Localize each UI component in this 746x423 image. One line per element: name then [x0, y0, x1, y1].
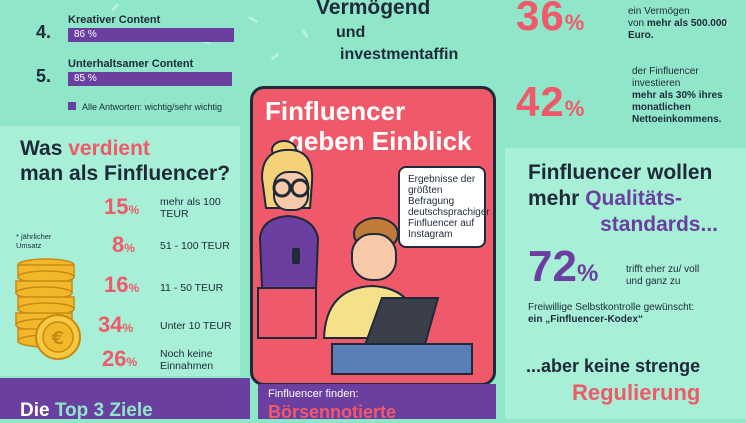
earn-label: 11 - 50 TEUR [160, 282, 224, 294]
earn-percent: 26% [102, 346, 138, 371]
bottom-left-panel [0, 378, 250, 419]
finfluencer-illustration [257, 140, 473, 375]
rank-bar: 85 % [68, 72, 232, 86]
self-control-text: Freiwillige Selbstkontrolle gewünscht: [528, 302, 695, 313]
rank-number: 4. [36, 22, 52, 42]
card-footer [258, 384, 496, 419]
confetti [247, 15, 259, 24]
kodex-text: ein „Finfluencer-Kodex“ [528, 314, 644, 325]
top-goals-heading: Die Top 3 Ziele [20, 400, 153, 421]
quality-percent-text: trifft eher zu/ voll und ganz zu [626, 264, 700, 287]
legend-swatch [68, 102, 76, 110]
survey-bubble: Ergebnisse der größten Befragung deutsch… [398, 166, 490, 248]
quality-percent: 72% [528, 242, 599, 291]
legend-text: Alle Antworten: wichtig/sehr wichtig [82, 102, 223, 112]
wealth-stat2-percent: 42% [516, 78, 586, 125]
man-figure [322, 217, 473, 375]
woman-figure [257, 140, 320, 339]
wealth-stat1-text: ein Vermögen von mehr als 500.000 Euro. [628, 6, 727, 41]
earn-percent: 34% [98, 312, 134, 337]
no-regulation-line1: ...aber keine strenge [526, 356, 701, 376]
rank-label: Unterhaltsamer Content [68, 58, 194, 70]
earn-percent: 8% [112, 232, 135, 257]
earn-percent: 15% [104, 194, 140, 219]
ranking-legend: Alle Antworten: wichtig/sehr wichtig [68, 102, 222, 112]
quality-title: Finfluencer wollen mehr Qualitäts- stand… [528, 161, 718, 236]
earn-label: Noch keine Einnahmen [160, 348, 214, 372]
rank-number: 5. [36, 66, 52, 86]
card-title-line1: Finfluencer [265, 96, 406, 126]
rank-bar: 86 % [68, 28, 234, 42]
wealth-title: Vermögend und investmentaffin [316, 0, 459, 63]
confetti [270, 52, 280, 61]
wealth-stat2-text: der Finfluencer investieren mehr als 30%… [632, 66, 723, 125]
card-footer-line1: Finfluencer finden: [268, 388, 359, 400]
coin-stack-icon: € [15, 258, 81, 360]
confetti [301, 28, 309, 39]
no-regulation-line2: Regulierung [572, 380, 701, 405]
card-title-line2: geben Einblick [288, 126, 472, 156]
rank-label: Kreativer Content [68, 14, 161, 26]
revenue-note: * jährlicher Umsatz [16, 232, 52, 250]
earn-label: 51 - 100 TEUR [160, 240, 230, 252]
earn-title: Was verdient man als Finfluencer? [20, 137, 231, 185]
card-footer-line2: Börsennotierte [268, 402, 397, 422]
top-left-panel [0, 0, 240, 128]
earn-label: Unter 10 TEUR [160, 320, 232, 332]
wealth-stat1-percent: 36% [516, 0, 586, 39]
earn-label: mehr als 100 TEUR [160, 196, 221, 220]
right-panel [505, 148, 746, 419]
earn-percent: 16% [104, 272, 140, 297]
svg-text:€: € [51, 328, 65, 349]
